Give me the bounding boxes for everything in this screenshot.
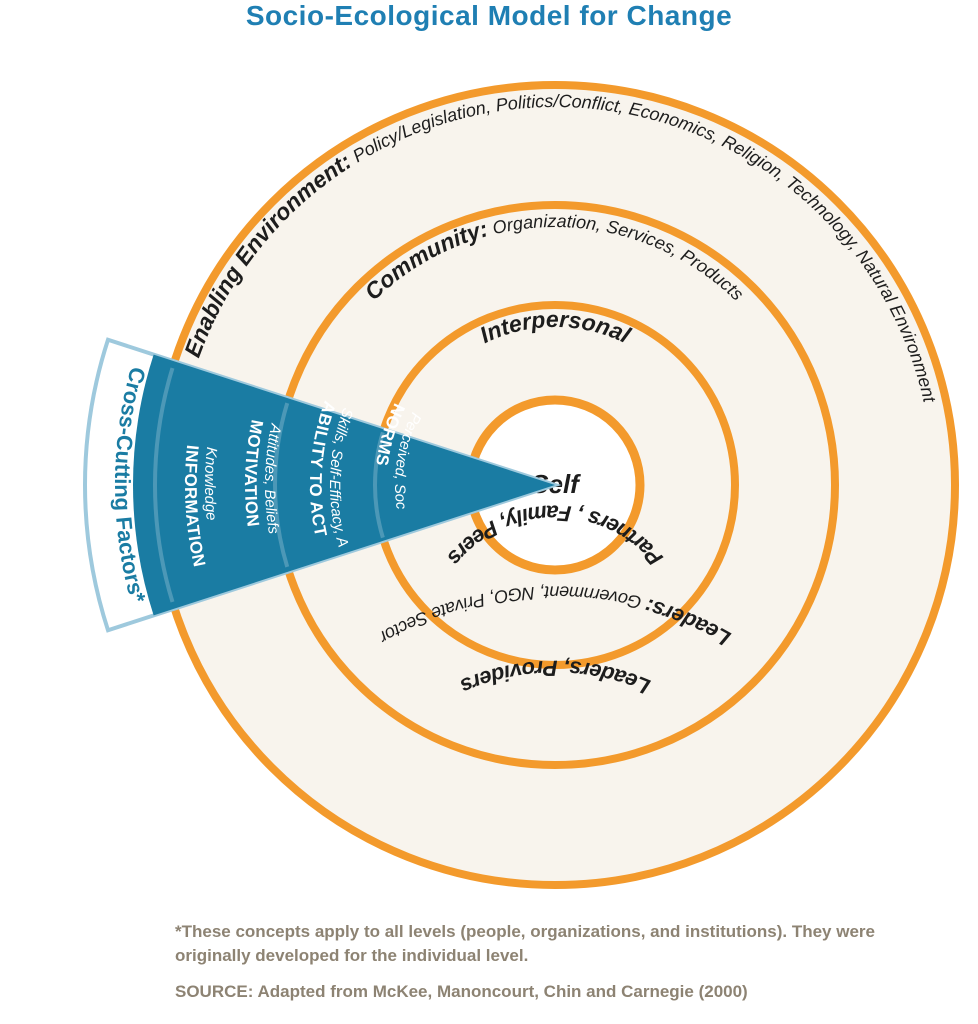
- wedge-item-sub: Knowledge: [201, 446, 220, 521]
- footnote-text: *These concepts apply to all levels (peo…: [175, 920, 895, 968]
- diagram-page: Socio-Ecological Model for Change Enabli…: [0, 0, 978, 1024]
- model-diagram: Enabling Environment: Policy/Legislation…: [0, 0, 978, 1024]
- source-text: SOURCE: Adapted from McKee, Manoncourt, …: [175, 980, 895, 1004]
